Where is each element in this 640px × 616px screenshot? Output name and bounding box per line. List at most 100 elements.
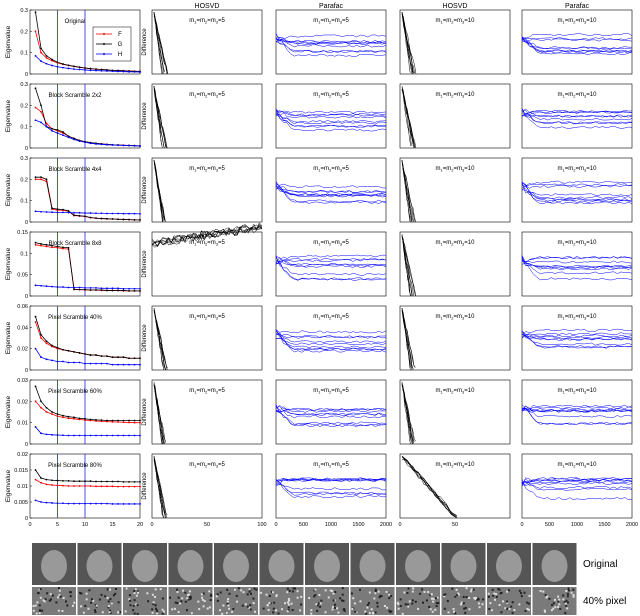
- series-H-point: [45, 501, 48, 504]
- eigen-ylabel: Eigenvalue: [5, 174, 12, 207]
- pixel-noise: [497, 588, 500, 591]
- eigen-ylabel: Eigenvalue: [5, 248, 12, 281]
- pixel-noise: [351, 607, 354, 610]
- pixel-noise: [79, 591, 82, 594]
- pixel-noise: [476, 598, 479, 601]
- pixel-noise: [508, 589, 511, 592]
- pixel-noise: [161, 608, 164, 611]
- parafac-curve: [275, 478, 387, 483]
- pixel-noise: [490, 609, 493, 612]
- parafac-curve: [275, 33, 387, 44]
- xtick-label: 5: [56, 522, 59, 528]
- pixel-noise: [188, 590, 191, 593]
- pixel-noise: [51, 594, 54, 597]
- series-F-point: [122, 485, 125, 488]
- pixel-noise: [396, 601, 399, 604]
- series-F-point: [78, 485, 81, 487]
- series-G-point: [51, 127, 53, 130]
- series-G-point: [89, 289, 92, 291]
- series-G-point: [139, 480, 141, 483]
- pixel-noise: [565, 604, 568, 607]
- series-H-point: [89, 362, 92, 365]
- series-H-point: [40, 210, 42, 213]
- pixel-noise: [156, 609, 159, 612]
- hosvd-curve: [401, 236, 416, 297]
- series-G-point: [67, 349, 70, 352]
- row-label: Pixel Scramble 80%: [48, 463, 102, 469]
- pixel-noise: [331, 590, 334, 593]
- hosvd-curve: [401, 89, 412, 147]
- series-G-point: [84, 353, 86, 355]
- parafac-curve: [521, 477, 633, 486]
- diff-xtick-label: 0: [520, 522, 523, 528]
- ytick-label: 0: [25, 146, 28, 152]
- series-G-point: [89, 216, 92, 219]
- series-G-point: [56, 245, 59, 248]
- pixel-noise: [353, 602, 356, 605]
- panel-label: m1=m2=m3=5: [189, 462, 225, 469]
- pixel-noise: [82, 611, 85, 614]
- series-G-point: [56, 479, 59, 482]
- series-H-point: [62, 502, 64, 505]
- pixel-noise: [55, 601, 58, 604]
- series-G-point: [40, 243, 42, 245]
- series-H-point: [128, 434, 130, 437]
- hosvd-curve: [401, 455, 458, 516]
- series-H-point: [78, 434, 81, 437]
- pixel-noise: [38, 612, 41, 615]
- face-shape: [86, 550, 113, 582]
- parafac-curve: [521, 333, 633, 348]
- series-H-point: [84, 69, 86, 71]
- pixel-noise: [252, 602, 255, 605]
- series-H-point: [45, 62, 48, 65]
- parafac-curve: [275, 329, 387, 339]
- series-H-point: [89, 434, 92, 437]
- pixel-noise: [386, 606, 389, 609]
- series-G-point: [62, 348, 64, 351]
- parafac-curve: [275, 257, 387, 264]
- panel-label: m1=m2=m3=5: [313, 92, 349, 99]
- pixel-noise: [399, 598, 402, 601]
- pixel-noise: [462, 595, 465, 598]
- pixel-noise: [374, 592, 377, 595]
- pixel-noise: [73, 601, 76, 604]
- bottom-label-40-pixel: 40% pixel: [583, 596, 627, 607]
- pixel-noise: [61, 609, 64, 612]
- parafac-curve: [521, 408, 633, 413]
- series-G-line: [35, 316, 140, 359]
- pixel-noise: [315, 603, 318, 606]
- series-H-point: [117, 287, 119, 290]
- series-H-point: [78, 140, 81, 143]
- ytick-label: 0.015: [14, 468, 28, 474]
- series-G-point: [51, 479, 53, 482]
- series-G-point: [67, 210, 70, 212]
- hosvd-curve: [151, 227, 263, 248]
- hosvd-curve: [401, 455, 458, 519]
- parafac-curve: [521, 115, 633, 129]
- pixel-noise: [152, 603, 155, 606]
- pixel-noise: [550, 609, 553, 612]
- series-F-point: [100, 420, 103, 423]
- series-H-point: [100, 434, 103, 437]
- series-H-point: [111, 70, 114, 73]
- legend-marker-G: [103, 43, 105, 45]
- pixel-noise: [388, 609, 391, 612]
- pixel-noise: [355, 611, 358, 614]
- pixel-noise: [128, 594, 131, 597]
- hosvd-curve: [153, 311, 166, 371]
- pixel-noise: [527, 602, 530, 605]
- series-G-point: [100, 480, 103, 483]
- series-G-point: [117, 480, 119, 483]
- ytick-label: 0.04: [17, 325, 28, 331]
- series-G-point: [117, 356, 119, 359]
- series-H-line: [35, 284, 140, 290]
- pixel-noise: [62, 596, 65, 599]
- pixel-noise: [443, 607, 446, 610]
- parafac-curve: [275, 409, 387, 419]
- panel-label: m1=m2=m3=10: [558, 18, 598, 25]
- series-H-point: [100, 212, 103, 215]
- parafac-curve: [521, 408, 633, 426]
- pixel-noise: [342, 599, 345, 602]
- pixel-noise: [184, 600, 187, 603]
- pixel-noise: [154, 607, 157, 610]
